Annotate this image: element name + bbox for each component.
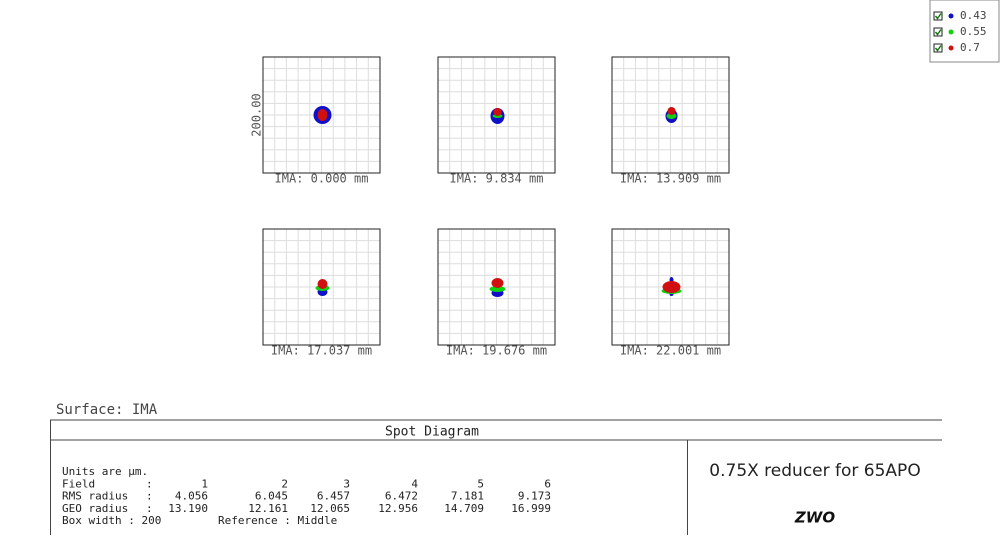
panel-frame [262, 56, 381, 174]
field-label: IMA: 13.909 mm [620, 172, 721, 186]
cell: 9.173 [518, 490, 551, 503]
panel-frame [437, 228, 556, 346]
surface-label: Surface: IMA [56, 402, 158, 418]
diagram-title: Spot Diagram [385, 425, 479, 440]
legend-check [934, 29, 942, 36]
field-number: 6 [544, 477, 551, 490]
legend: 0.43 0.55 0.7 [933, 9, 987, 54]
frame [50, 419, 942, 535]
cell: 4.056 [175, 490, 208, 503]
legend-label: 0.7 [960, 41, 980, 54]
spot [493, 108, 502, 116]
cell: 6.472 [385, 490, 418, 503]
legend-marker [948, 29, 954, 35]
spot [317, 109, 328, 121]
field-label: IMA: 9.834 mm [450, 172, 544, 186]
row-colon: : [146, 477, 153, 490]
field-label: IMA: 19.676 mm [446, 344, 547, 358]
info-block: Units are µm.Field: 1 2 3 4 5 6 RMS radius: 4.05… [62, 465, 551, 527]
cell: 14.709 [444, 502, 484, 515]
row-colon: : [146, 502, 153, 515]
panels: IMA: 0.000 mm IMA: 9.834 mm IMA: 13.909 mm… [262, 56, 730, 358]
spot [489, 286, 506, 292]
legend-checkbox [933, 27, 943, 37]
cell: 7.181 [451, 490, 484, 503]
field-number: 1 [201, 477, 208, 490]
reference: Reference : Middle [218, 514, 337, 527]
spot [666, 113, 677, 119]
field-number: 2 [281, 477, 288, 490]
row-label: GEO radius [62, 502, 128, 515]
field-label: IMA: 22.001 mm [620, 344, 721, 358]
panel-frame [437, 56, 556, 174]
legend-checkbox [933, 11, 943, 21]
panel-frame [262, 228, 381, 346]
field-number: 5 [477, 477, 484, 490]
legend-label: 0.43 [960, 9, 987, 22]
panel-frame [611, 228, 730, 346]
legend-marker [948, 13, 954, 19]
lens-title: 0.75X reducer for 65APO [709, 461, 920, 481]
cell: 6.457 [317, 490, 350, 503]
field-number: 3 [343, 477, 350, 490]
spot [662, 281, 681, 293]
legend-check [934, 13, 942, 20]
legend-check [934, 45, 942, 52]
legend-checkbox [933, 43, 943, 53]
row-colon: : [146, 490, 153, 503]
cell: 6.045 [255, 490, 288, 503]
cell: 16.999 [511, 502, 551, 515]
cell: 13.190 [168, 502, 208, 515]
field-number: 4 [411, 477, 418, 490]
logo: ZWO [794, 509, 835, 527]
row-label: RMS radius [62, 490, 128, 503]
box-width: Box width : 200 [62, 514, 161, 527]
panel-frame [611, 56, 730, 174]
legend-marker [948, 45, 954, 51]
units: Units are µm. [62, 465, 148, 478]
legend-label: 0.55 [960, 25, 987, 38]
spot [667, 107, 676, 115]
cell: 12.161 [248, 502, 288, 515]
cell: 12.956 [378, 502, 418, 515]
scale-label: 200.00 [250, 93, 264, 136]
row-label: Field [62, 477, 95, 490]
cell: 12.065 [310, 502, 350, 515]
field-label: IMA: 17.037 mm [271, 344, 372, 358]
spot [491, 278, 504, 288]
field-label: IMA: 0.000 mm [275, 172, 369, 186]
spot [317, 279, 328, 289]
